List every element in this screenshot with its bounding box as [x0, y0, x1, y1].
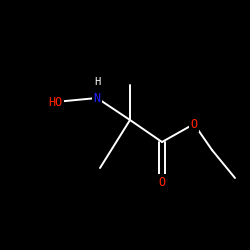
Text: HO: HO: [48, 96, 62, 108]
Text: O: O: [158, 176, 166, 188]
Text: N: N: [94, 92, 100, 104]
Text: H: H: [94, 77, 100, 87]
Text: O: O: [190, 118, 198, 130]
